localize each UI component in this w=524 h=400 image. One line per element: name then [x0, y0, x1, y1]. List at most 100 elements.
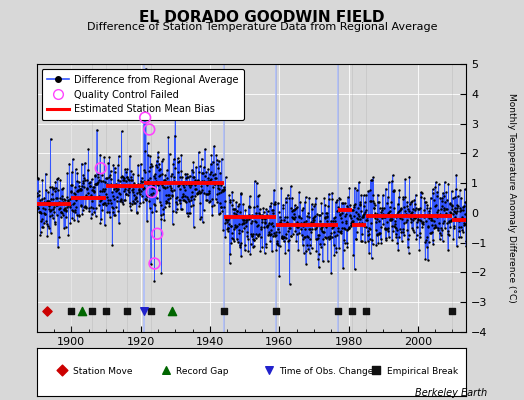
Point [165, 200, 173, 206]
Point [92, 181, 101, 188]
Point [424, 223, 432, 230]
Point [433, 226, 442, 233]
Point [94, 174, 102, 180]
Point [118, 199, 126, 205]
Point [179, 182, 188, 188]
Point [223, 225, 232, 232]
Point [437, 205, 445, 212]
Point [249, 244, 257, 250]
Point [271, 232, 280, 238]
Point [160, 217, 169, 223]
Point [54, 244, 62, 250]
Point [357, 237, 366, 244]
Point [427, 215, 435, 221]
Point [300, 218, 309, 225]
Point [89, 187, 97, 194]
Point [78, 308, 86, 314]
Point [391, 231, 400, 237]
Point [385, 179, 393, 186]
Point [404, 244, 412, 251]
Point [354, 216, 363, 222]
Point [36, 208, 44, 215]
Point [443, 205, 451, 212]
Point [60, 196, 69, 202]
Point [283, 192, 292, 198]
Point [342, 219, 350, 226]
Point [376, 230, 384, 236]
Point [96, 220, 105, 226]
Point [224, 228, 233, 234]
Point [323, 214, 332, 220]
Point [411, 214, 419, 221]
Point [275, 209, 283, 215]
Point [386, 217, 395, 224]
Point [424, 256, 432, 263]
Point [327, 270, 335, 276]
Point [218, 187, 226, 194]
Point [449, 235, 457, 242]
Point [259, 205, 268, 211]
Point [47, 196, 56, 202]
Point [244, 203, 253, 210]
Point [68, 207, 76, 213]
Point [200, 177, 209, 184]
Point [297, 226, 305, 232]
Point [369, 192, 378, 198]
Point [91, 172, 99, 178]
Point [129, 200, 138, 206]
Point [77, 186, 85, 192]
Point [254, 222, 262, 228]
Point [299, 222, 307, 229]
Point [291, 222, 300, 228]
Point [432, 179, 440, 185]
Point [242, 219, 250, 226]
Point [59, 206, 68, 212]
Point [447, 206, 456, 212]
Point [302, 217, 311, 224]
Text: EL DORADO GOODWIN FIELD: EL DORADO GOODWIN FIELD [139, 10, 385, 25]
Point [457, 194, 465, 201]
Point [402, 212, 410, 218]
Point [208, 203, 216, 210]
Point [124, 182, 133, 188]
Point [432, 224, 440, 230]
Point [458, 214, 466, 220]
Point [158, 171, 166, 178]
Point [133, 209, 141, 216]
Point [238, 220, 246, 227]
Point [421, 199, 430, 205]
Point [423, 224, 432, 230]
Point [54, 206, 63, 212]
Point [290, 206, 299, 212]
Point [78, 210, 86, 217]
Point [271, 233, 280, 240]
Point [319, 258, 327, 264]
Point [155, 172, 163, 179]
Point [247, 230, 255, 237]
Point [53, 195, 61, 201]
Point [261, 244, 270, 250]
Point [408, 198, 417, 204]
Point [302, 248, 310, 255]
Point [449, 203, 457, 210]
Point [72, 197, 80, 203]
Point [156, 212, 165, 218]
Point [461, 221, 469, 227]
Point [220, 184, 228, 190]
Point [285, 195, 293, 202]
Point [60, 196, 69, 203]
Point [84, 195, 92, 201]
Point [118, 173, 126, 179]
Point [51, 188, 59, 194]
Point [414, 215, 423, 222]
Point [135, 189, 143, 195]
Point [347, 219, 356, 226]
Point [99, 201, 107, 207]
Point [203, 175, 212, 182]
Point [429, 190, 438, 196]
Point [125, 185, 133, 192]
Point [167, 186, 175, 193]
Point [210, 181, 219, 188]
Point [133, 190, 141, 196]
Point [278, 233, 286, 240]
